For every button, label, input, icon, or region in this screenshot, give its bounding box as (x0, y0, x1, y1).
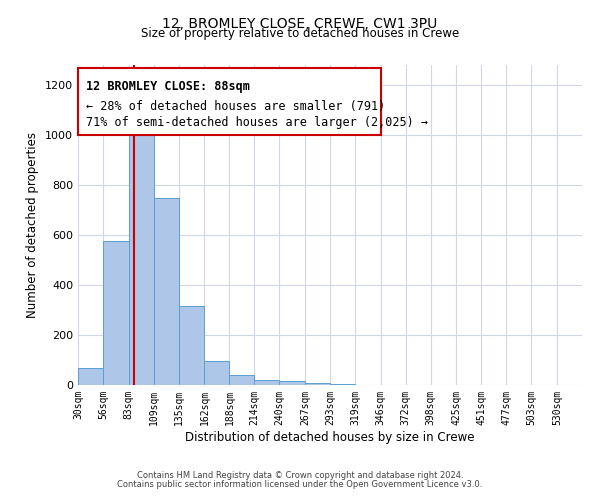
X-axis label: Distribution of detached houses by size in Crewe: Distribution of detached houses by size … (185, 430, 475, 444)
Bar (254, 380, 279, 385)
Text: 12 BROMLEY CLOSE: 88sqm: 12 BROMLEY CLOSE: 88sqm (86, 80, 250, 92)
Bar (129, 134, 154, 385)
Text: 71% of semi-detached houses are larger (2,025) →: 71% of semi-detached houses are larger (… (86, 116, 428, 129)
Text: 12, BROMLEY CLOSE, CREWE, CW1 3PU: 12, BROMLEY CLOSE, CREWE, CW1 3PU (163, 18, 437, 32)
FancyBboxPatch shape (78, 68, 381, 135)
Bar (103, 242, 129, 385)
Bar (78, 368, 103, 385)
Bar (154, 198, 179, 385)
Text: Size of property relative to detached houses in Crewe: Size of property relative to detached ho… (141, 28, 459, 40)
Text: Contains public sector information licensed under the Open Government Licence v3: Contains public sector information licen… (118, 480, 482, 489)
Y-axis label: Number of detached properties: Number of detached properties (26, 132, 40, 318)
Bar (330, 384, 355, 385)
Bar (229, 375, 254, 385)
Bar (179, 306, 205, 385)
Bar (205, 361, 229, 385)
Bar (279, 381, 305, 385)
Bar (305, 382, 330, 385)
Text: ← 28% of detached houses are smaller (791): ← 28% of detached houses are smaller (79… (86, 100, 385, 113)
Text: Contains HM Land Registry data © Crown copyright and database right 2024.: Contains HM Land Registry data © Crown c… (137, 471, 463, 480)
